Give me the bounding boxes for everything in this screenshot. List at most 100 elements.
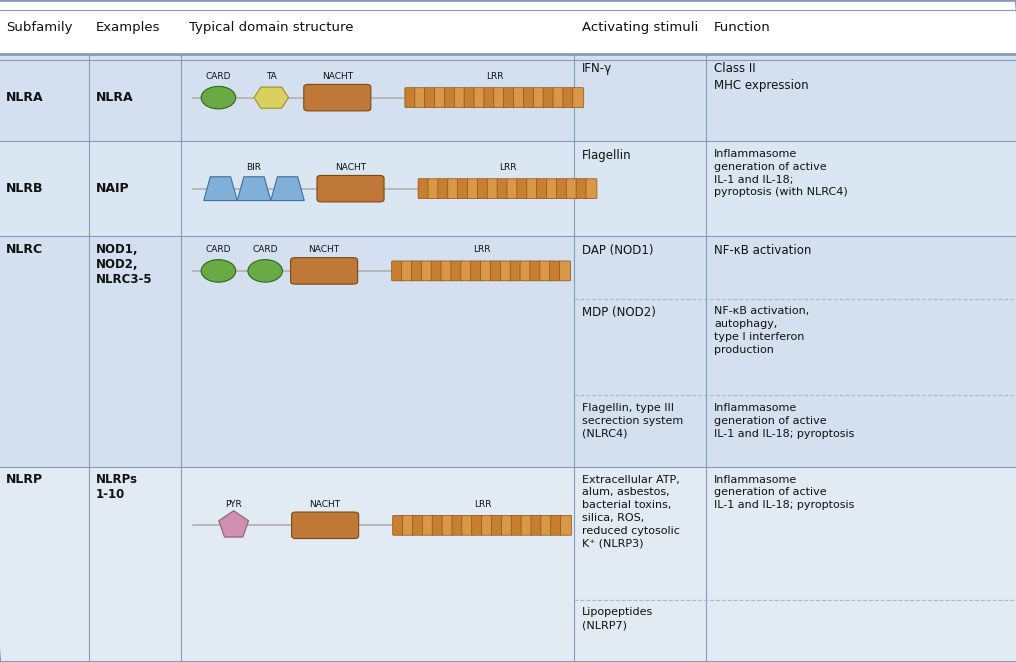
Text: LRR: LRR: [473, 500, 492, 508]
FancyBboxPatch shape: [317, 175, 384, 202]
Text: LRR: LRR: [499, 163, 517, 172]
Text: IFN-γ: IFN-γ: [582, 62, 613, 75]
FancyBboxPatch shape: [452, 515, 463, 535]
FancyBboxPatch shape: [504, 87, 514, 107]
Text: NACHT: NACHT: [335, 163, 366, 172]
FancyBboxPatch shape: [425, 87, 436, 107]
Text: NLRPs
1-10: NLRPs 1-10: [96, 473, 137, 501]
FancyBboxPatch shape: [586, 179, 597, 199]
FancyBboxPatch shape: [419, 179, 429, 199]
FancyBboxPatch shape: [292, 512, 359, 539]
Polygon shape: [237, 177, 270, 201]
Text: Inflammasome
generation of active
IL-1 and IL-18; pyroptosis: Inflammasome generation of active IL-1 a…: [714, 403, 854, 439]
FancyBboxPatch shape: [470, 261, 482, 281]
Text: PYR: PYR: [226, 500, 242, 508]
FancyBboxPatch shape: [482, 515, 493, 535]
Text: BIR: BIR: [247, 163, 261, 172]
FancyBboxPatch shape: [404, 87, 416, 107]
FancyBboxPatch shape: [415, 87, 426, 107]
FancyBboxPatch shape: [457, 179, 468, 199]
Polygon shape: [218, 511, 249, 537]
FancyBboxPatch shape: [560, 261, 571, 281]
FancyBboxPatch shape: [402, 515, 414, 535]
Text: LRR: LRR: [486, 72, 504, 81]
Text: NLRA: NLRA: [96, 91, 133, 104]
FancyBboxPatch shape: [428, 179, 439, 199]
FancyBboxPatch shape: [526, 179, 537, 199]
Text: Activating stimuli: Activating stimuli: [582, 21, 698, 34]
Text: Typical domain structure: Typical domain structure: [189, 21, 354, 34]
Text: Class II
MHC expression: Class II MHC expression: [714, 62, 809, 92]
Bar: [0, 54, 1016, 141]
Text: NLRC: NLRC: [6, 243, 44, 256]
Text: NACHT: NACHT: [322, 72, 353, 81]
Text: NLRB: NLRB: [6, 182, 44, 195]
FancyBboxPatch shape: [557, 179, 567, 199]
FancyBboxPatch shape: [521, 515, 532, 535]
Text: NACHT: NACHT: [309, 246, 339, 254]
Text: NF-κB activation: NF-κB activation: [714, 244, 812, 258]
Text: NF-κB activation,
autophagy,
type I interferon
production: NF-κB activation, autophagy, type I inte…: [714, 307, 810, 355]
FancyBboxPatch shape: [488, 179, 498, 199]
FancyBboxPatch shape: [539, 261, 551, 281]
FancyBboxPatch shape: [561, 515, 572, 535]
FancyBboxPatch shape: [492, 515, 502, 535]
FancyBboxPatch shape: [448, 179, 458, 199]
FancyBboxPatch shape: [391, 261, 402, 281]
Text: Subfamily: Subfamily: [6, 21, 72, 34]
FancyBboxPatch shape: [451, 261, 462, 281]
FancyBboxPatch shape: [550, 261, 561, 281]
FancyBboxPatch shape: [484, 87, 495, 107]
FancyBboxPatch shape: [474, 87, 485, 107]
FancyBboxPatch shape: [441, 261, 452, 281]
FancyBboxPatch shape: [501, 515, 512, 535]
FancyBboxPatch shape: [422, 261, 432, 281]
Text: Flagellin, type III
secrection system
(NLRC4): Flagellin, type III secrection system (N…: [582, 403, 684, 439]
Text: Extracellular ATP,
alum, asbestos,
bacterial toxins,
silica, ROS,
reduced cytoso: Extracellular ATP, alum, asbestos, bacte…: [582, 475, 680, 549]
FancyBboxPatch shape: [444, 87, 455, 107]
FancyBboxPatch shape: [454, 87, 465, 107]
FancyBboxPatch shape: [530, 261, 541, 281]
FancyBboxPatch shape: [481, 261, 492, 281]
FancyBboxPatch shape: [547, 179, 558, 199]
Text: Lipopeptides
(NLRP7): Lipopeptides (NLRP7): [582, 608, 653, 630]
FancyBboxPatch shape: [511, 515, 522, 535]
FancyBboxPatch shape: [435, 87, 445, 107]
Ellipse shape: [201, 86, 236, 109]
FancyBboxPatch shape: [513, 87, 524, 107]
FancyBboxPatch shape: [401, 261, 412, 281]
FancyBboxPatch shape: [553, 87, 564, 107]
Text: LRR: LRR: [472, 246, 491, 254]
FancyBboxPatch shape: [566, 179, 577, 199]
Text: Inflammasome
generation of active
IL-1 and IL-18;
pyroptosis (with NLRC4): Inflammasome generation of active IL-1 a…: [714, 149, 848, 197]
FancyBboxPatch shape: [478, 179, 489, 199]
FancyBboxPatch shape: [411, 261, 423, 281]
FancyBboxPatch shape: [423, 515, 433, 535]
FancyBboxPatch shape: [500, 261, 511, 281]
FancyBboxPatch shape: [517, 179, 527, 199]
FancyBboxPatch shape: [523, 87, 534, 107]
Text: Examples: Examples: [96, 21, 160, 34]
Bar: [0, 236, 1016, 467]
Text: CARD: CARD: [252, 246, 278, 254]
FancyBboxPatch shape: [432, 515, 443, 535]
Text: CARD: CARD: [205, 246, 232, 254]
Text: MDP (NOD2): MDP (NOD2): [582, 307, 656, 320]
Bar: [0, 141, 1016, 236]
FancyBboxPatch shape: [544, 87, 554, 107]
FancyBboxPatch shape: [494, 87, 505, 107]
FancyBboxPatch shape: [392, 515, 403, 535]
FancyBboxPatch shape: [536, 179, 548, 199]
Text: Flagellin: Flagellin: [582, 149, 632, 162]
FancyBboxPatch shape: [510, 261, 521, 281]
FancyBboxPatch shape: [497, 179, 508, 199]
FancyBboxPatch shape: [291, 258, 358, 284]
Ellipse shape: [201, 260, 236, 282]
FancyBboxPatch shape: [531, 515, 542, 535]
FancyBboxPatch shape: [438, 179, 449, 199]
Polygon shape: [254, 87, 289, 108]
FancyBboxPatch shape: [551, 515, 562, 535]
FancyBboxPatch shape: [467, 179, 479, 199]
FancyBboxPatch shape: [442, 515, 453, 535]
Text: TA: TA: [266, 72, 276, 81]
